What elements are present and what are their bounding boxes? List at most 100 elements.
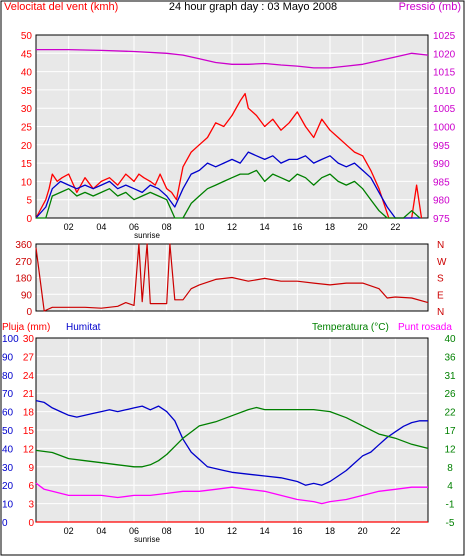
p3-x-tick-label: 16 (292, 526, 302, 536)
direction-y-tick-label: 0 (26, 307, 32, 318)
p3-x-tick-label: 02 (64, 526, 74, 536)
humitat-y-tick-label: 90 (2, 352, 14, 363)
wind-y-tick-label: 15 (21, 159, 33, 170)
temperatura-y-tick-label: 22 (444, 408, 456, 419)
pressure-y-tick-label: 1015 (433, 68, 456, 79)
direction-y-tick-label: 360 (15, 240, 32, 251)
pressure-y-tick-label: 1000 (433, 123, 456, 134)
p1-x-tick-label: 02 (64, 222, 74, 232)
dewpoint-line (35, 482, 428, 505)
humitat-y-tick-label: 10 (2, 500, 14, 511)
direction-y-tick-label: 270 (15, 257, 32, 268)
pressure-line (36, 48, 429, 69)
humidity-temperature-panel: 0102030405060708090100036912151821242730… (2, 334, 456, 544)
p1-x-tick-label: 18 (325, 222, 335, 232)
p1-x-tick-label: 22 (390, 222, 400, 232)
wind-pressure-panel: 0510152025303540455097598098599099510001… (21, 31, 456, 240)
pluja-y-tick-label: 24 (23, 371, 35, 382)
pluja-y-tick-label: 18 (23, 408, 35, 419)
wind-avg-line (35, 151, 420, 219)
p2-plot-border (35, 243, 429, 312)
p3-x-tick-label: 04 (96, 526, 106, 536)
temperatura-y-tick-label: 31 (444, 371, 456, 382)
pressure-y-tick-label: 995 (433, 141, 450, 152)
pressure-y-tick-label: 980 (433, 196, 450, 207)
pluja-y-tick-label: 6 (28, 481, 34, 492)
p3-x-tick-label: 12 (227, 526, 237, 536)
temperatura-y-tick-label: -5 (446, 518, 455, 529)
temperatura-y-tick-label: 8 (447, 463, 453, 474)
wind-y-tick-label: 10 (21, 177, 33, 188)
pressure-y-tick-label: 1010 (433, 86, 456, 97)
wind-y-tick-label: 20 (21, 141, 33, 152)
p1-x-tick-label: 04 (96, 222, 106, 232)
p1-x-tick-label: 16 (292, 222, 302, 232)
p3-x-tick-label: 06 (129, 526, 139, 536)
wind-y-tick-label: 0 (26, 214, 32, 225)
wind-min-line (36, 169, 421, 219)
pressure-y-tick-label: 985 (433, 177, 450, 188)
temperature-line (35, 406, 429, 468)
p1-x-tick-label: 12 (227, 222, 237, 232)
humitat-y-tick-label: 60 (2, 408, 14, 419)
title-pluja: Pluja (mm) (2, 322, 50, 333)
humitat-y-tick-label: 50 (2, 426, 14, 437)
wind-y-tick-label: 40 (21, 68, 33, 79)
temperatura-y-tick-label: 26 (444, 389, 456, 400)
direction-compass-label: N (437, 307, 444, 318)
header-left: Velocitat del vent (kmh) (4, 1, 118, 13)
wind-y-tick-label: 50 (21, 31, 33, 42)
direction-y-tick-label: 180 (15, 274, 32, 285)
p1-sunrise-label: sunrise (134, 231, 160, 240)
temperatura-y-tick-label: 17 (444, 426, 456, 437)
pluja-y-tick-label: 0 (28, 518, 34, 529)
p3-x-tick-label: 14 (260, 526, 270, 536)
temperatura-y-tick-label: 36 (444, 352, 456, 363)
pluja-y-tick-label: 15 (23, 426, 35, 437)
header-center: 24 hour graph day : 03 Mayo 2008 (169, 1, 337, 13)
pressure-y-tick-label: 975 (433, 214, 450, 225)
humitat-y-tick-label: 70 (2, 389, 14, 400)
humitat-y-tick-label: 80 (2, 371, 14, 382)
pressure-y-tick-label: 990 (433, 159, 450, 170)
p1-plot-border (35, 34, 429, 219)
temperatura-y-tick-label: 4 (447, 481, 453, 492)
pluja-y-tick-label: 21 (23, 389, 35, 400)
direction-compass-label: N (437, 240, 444, 251)
humitat-y-tick-label: 0 (2, 518, 8, 529)
pluja-y-tick-label: 9 (28, 463, 34, 474)
title-temperatura: Temperatura (°C) (312, 322, 389, 333)
wind-y-tick-label: 25 (21, 123, 33, 134)
wind-y-tick-label: 30 (21, 104, 33, 115)
p1-x-tick-label: 08 (162, 222, 172, 232)
direction-y-tick-label: 90 (21, 290, 33, 301)
pressure-y-tick-label: 1025 (433, 31, 456, 42)
p1-x-tick-label: 06 (129, 222, 139, 232)
humidity-line (35, 399, 428, 486)
wind-y-tick-label: 35 (21, 86, 33, 97)
pluja-y-tick-label: 3 (28, 500, 34, 511)
pluja-y-tick-label: 12 (23, 444, 35, 455)
temperatura-y-tick-label: 12 (444, 444, 456, 455)
humitat-y-tick-label: 40 (2, 444, 14, 455)
temperatura-y-tick-label: 40 (444, 334, 456, 345)
pressure-y-tick-label: 1020 (433, 49, 456, 60)
wind-y-tick-label: 45 (21, 49, 33, 60)
wind-y-tick-label: 5 (26, 196, 32, 207)
direction-compass-label: S (437, 274, 444, 285)
direction-compass-label: W (437, 257, 447, 268)
title-punt-rosada: Punt rosada (398, 322, 452, 333)
wind-direction-line (35, 243, 429, 312)
pluja-y-tick-label: 30 (23, 334, 35, 345)
temperatura-y-tick-label: -1 (446, 500, 455, 511)
humitat-y-tick-label: 20 (2, 481, 14, 492)
p1-x-tick-label: 14 (260, 222, 270, 232)
humitat-y-tick-label: 100 (2, 334, 19, 345)
header-right: Pressió (mb) (399, 1, 461, 13)
p3-x-tick-label: 18 (325, 526, 335, 536)
humitat-y-tick-label: 30 (2, 463, 14, 474)
title-humitat: Humitat (66, 322, 101, 333)
pluja-y-tick-label: 27 (23, 352, 35, 363)
